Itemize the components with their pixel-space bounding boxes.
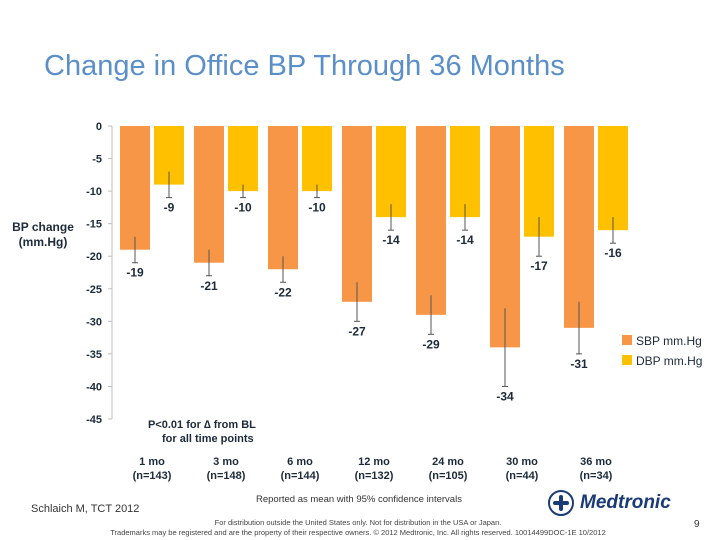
bar-sbp <box>342 126 372 302</box>
y-axis-label-line1: BP change <box>12 220 74 234</box>
confidence-note: Reported as mean with 95% confidence int… <box>256 494 462 505</box>
data-label: -14 <box>382 233 400 247</box>
x-tick-n-label: (n=144) <box>281 470 320 482</box>
x-tick-label: 1 mo <box>139 456 165 468</box>
annotation-line2: for all time points <box>162 433 254 445</box>
data-label: -16 <box>604 246 622 260</box>
y-tick-label: -40 <box>86 381 102 393</box>
data-label: -21 <box>200 279 218 293</box>
bp-change-chart: 0 -5 -10 -15 -20 -25 -30 -35 -40 -45 -19 -9 1 mo (n=1… <box>86 121 702 482</box>
footer: For distribution outside the United Stat… <box>88 518 628 538</box>
y-tick-label: -20 <box>86 251 102 263</box>
citation: Schlaich M, TCT 2012 <box>31 503 140 515</box>
chart-title: Change in Office BP Through 36 Months <box>44 50 565 82</box>
x-tick-n-label: (n=44) <box>506 470 539 482</box>
data-label: -10 <box>308 201 326 215</box>
bar-dbp <box>598 126 628 231</box>
y-tick-label: -10 <box>86 186 102 198</box>
legend-label: SBP mm.Hg <box>636 334 702 348</box>
data-label: -14 <box>456 233 474 247</box>
y-tick-label: 0 <box>96 121 102 133</box>
data-label: -19 <box>126 266 144 280</box>
medtronic-logo: Medtronic <box>548 490 671 516</box>
y-tick-label: -30 <box>86 316 102 328</box>
y-tick-label: -5 <box>92 154 102 166</box>
x-tick-n-label: (n=148) <box>207 470 246 482</box>
logo-text: Medtronic <box>580 492 671 513</box>
bar-dbp <box>302 126 332 192</box>
legend-label: DBP mm.Hg <box>636 354 702 368</box>
data-label: -22 <box>274 285 292 299</box>
x-tick-label: 36 mo <box>580 456 612 468</box>
bar-sbp <box>416 126 446 315</box>
y-tick-label: -25 <box>86 284 102 296</box>
data-label: -31 <box>570 357 588 371</box>
x-tick-n-label: (n=34) <box>580 470 613 482</box>
x-tick-n-label: (n=143) <box>133 470 172 482</box>
page-number: 9 <box>694 519 700 530</box>
data-label: -34 <box>496 389 514 403</box>
bar-dbp <box>228 126 258 192</box>
bar-sbp <box>564 126 594 328</box>
footer-line2: Trademarks may be registered and are the… <box>110 528 606 537</box>
bar-sbp <box>194 126 224 263</box>
legend-swatch-dbp <box>622 355 632 365</box>
data-label: -27 <box>348 324 366 338</box>
y-axis-label-line2: (mm.Hg) <box>18 235 68 249</box>
x-tick-label: 30 mo <box>506 456 538 468</box>
x-tick-n-label: (n=132) <box>355 470 394 482</box>
x-tick-n-label: (n=105) <box>429 470 468 482</box>
legend-swatch-sbp <box>622 335 632 345</box>
y-axis-label: BP change (mm.Hg) <box>2 220 84 250</box>
bar-dbp <box>376 126 406 218</box>
y-tick-label: -45 <box>86 414 102 426</box>
y-tick-label: -35 <box>86 349 102 361</box>
footer-line1: For distribution outside the United Stat… <box>214 518 502 527</box>
data-label: -29 <box>422 337 440 351</box>
y-tick-label: -15 <box>86 219 102 231</box>
bar-sbp <box>268 126 298 270</box>
data-label: -17 <box>530 259 548 273</box>
x-tick-label: 24 mo <box>432 456 464 468</box>
significance-annotation: P<0.01 for ∆ from BL for all time points <box>148 418 256 446</box>
bar-dbp <box>450 126 480 218</box>
data-label: -9 <box>164 201 175 215</box>
annotation-line1: P<0.01 for ∆ from BL <box>148 419 256 431</box>
medtronic-logo-icon <box>548 490 574 516</box>
data-label: -10 <box>234 201 252 215</box>
x-tick-label: 6 mo <box>287 456 313 468</box>
x-tick-label: 12 mo <box>358 456 390 468</box>
bar-sbp <box>120 126 150 250</box>
x-tick-label: 3 mo <box>213 456 239 468</box>
